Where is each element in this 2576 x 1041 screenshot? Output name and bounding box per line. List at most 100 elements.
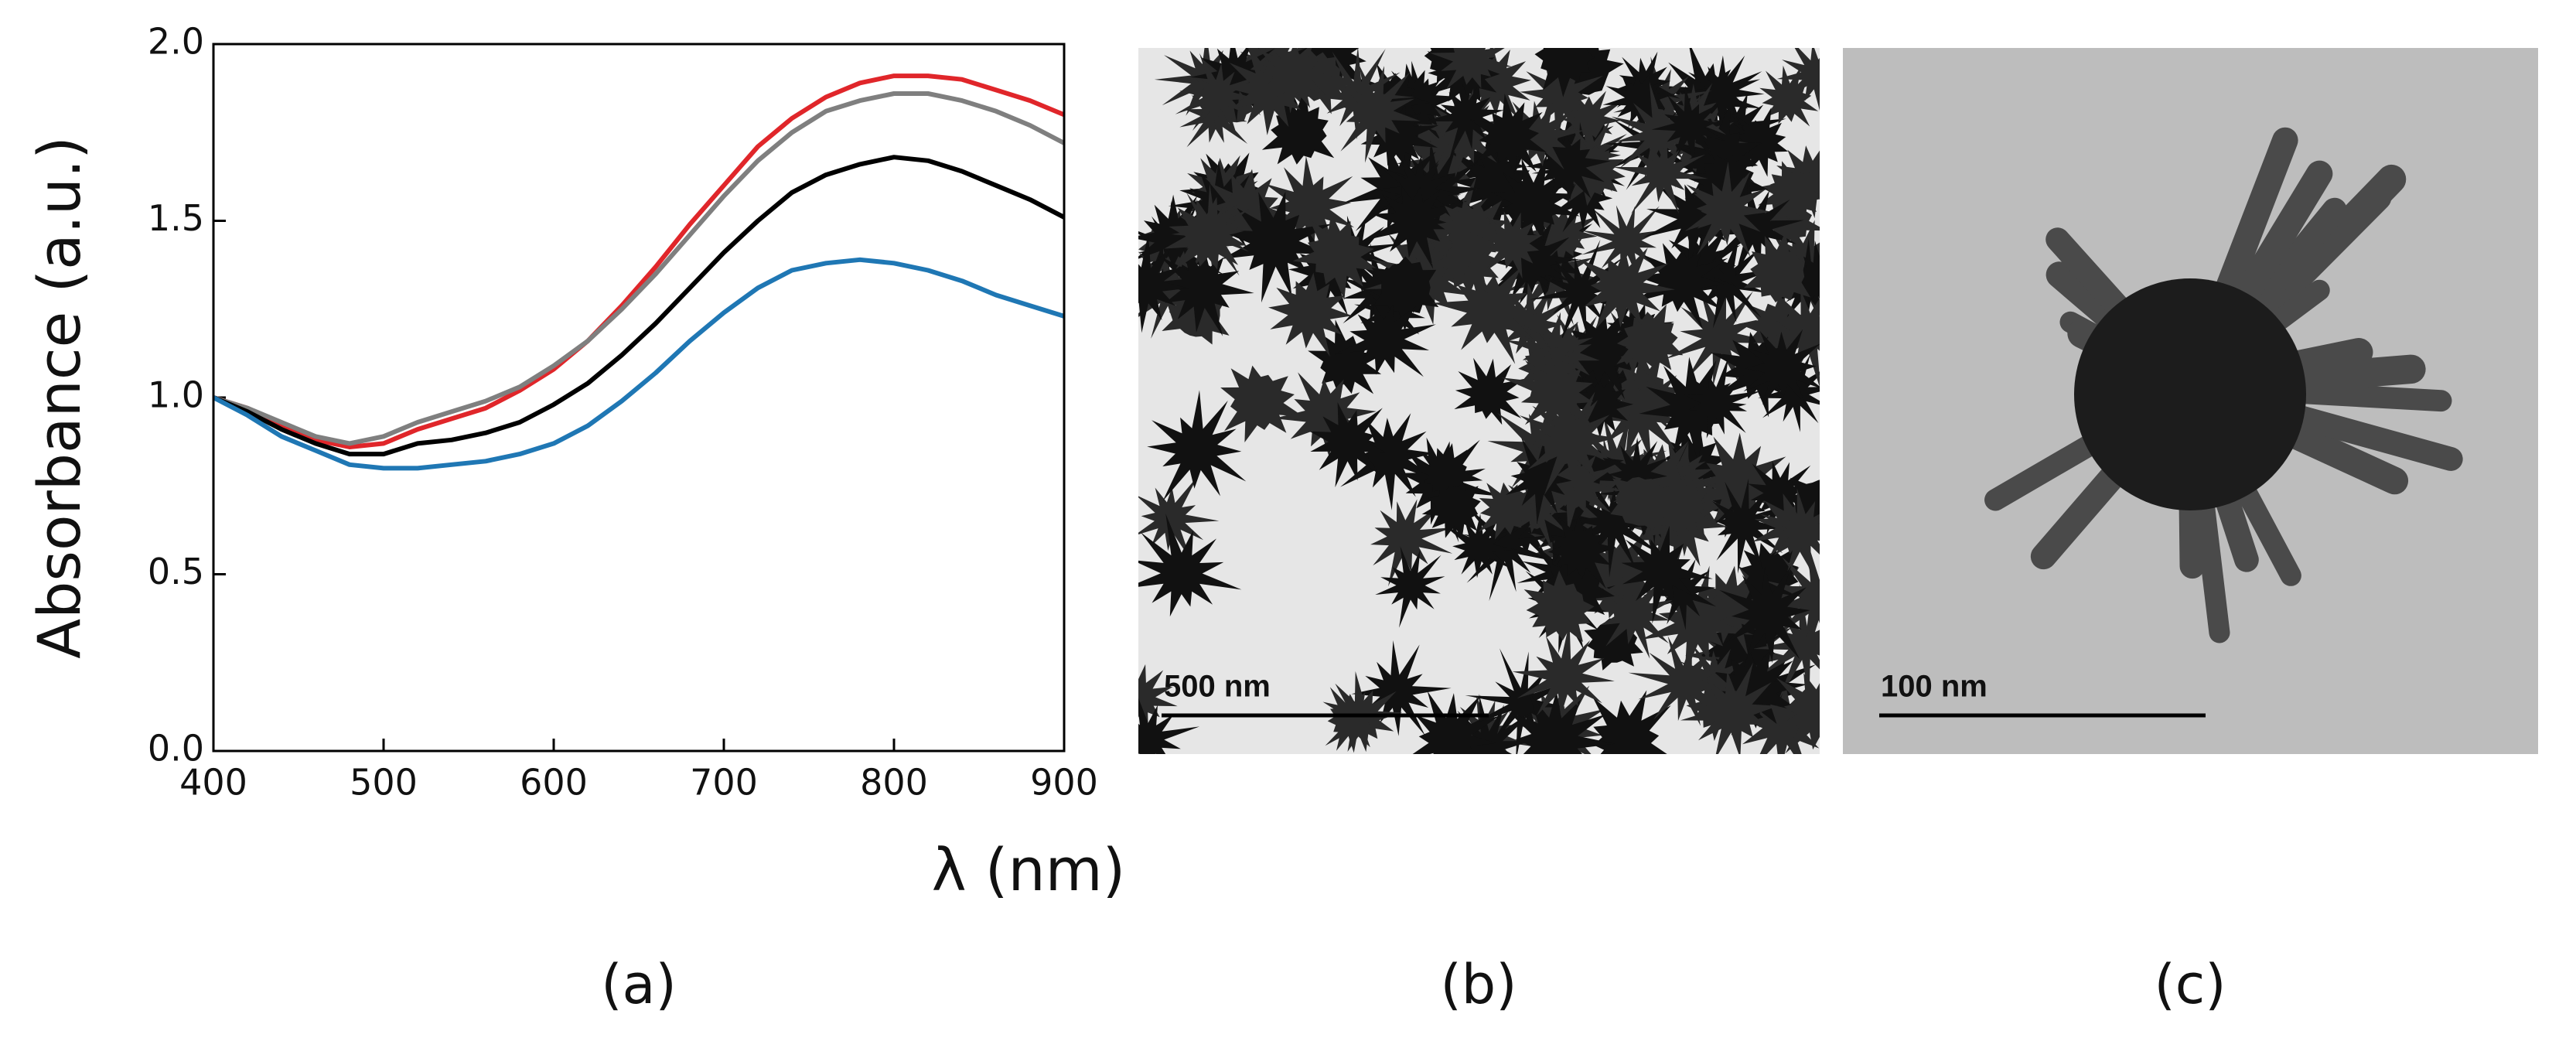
particle: [1732, 107, 1789, 177]
particle: [1581, 205, 1663, 282]
particle: [1558, 90, 1623, 157]
particle: [1452, 48, 1531, 119]
particle: [1680, 662, 1779, 754]
particle: [1644, 464, 1718, 545]
particle: [1512, 621, 1615, 716]
particle: [1308, 319, 1384, 394]
particle: [1632, 243, 1728, 329]
data-line: [212, 257, 1065, 471]
scale-bar-label: 500 nm: [1164, 670, 1271, 704]
particle: [1758, 353, 1820, 432]
particle: [1610, 476, 1669, 531]
particle: [1534, 48, 1595, 97]
particle: [1693, 432, 1790, 538]
panel-label: (b): [1440, 953, 1517, 1016]
particle: [1261, 87, 1335, 165]
particle: [1469, 211, 1543, 279]
particle: [1363, 185, 1468, 269]
y-tick-label: 0.5: [148, 551, 204, 592]
particle: [1711, 478, 1786, 574]
particle: [1444, 512, 1517, 579]
particle: [1581, 565, 1674, 659]
particle: [1775, 673, 1820, 754]
particle: [1421, 483, 1481, 538]
particle: [1757, 488, 1820, 580]
x-tick-label: 400: [179, 762, 247, 804]
particle: [1602, 73, 1676, 130]
particle: [1138, 698, 1200, 754]
particle: [1351, 640, 1452, 736]
x-axis-title: λ (nm): [932, 835, 1126, 904]
particle: [1752, 288, 1820, 387]
particle: [1547, 515, 1616, 589]
particle: [1147, 390, 1247, 502]
particle: [1463, 493, 1561, 602]
particle: [1138, 476, 1220, 561]
y-axis-title: Absorbance (a.u.): [25, 136, 94, 659]
particle: [1375, 546, 1445, 628]
particle: [1765, 540, 1820, 638]
particle: [1268, 272, 1353, 357]
particle: [1519, 382, 1616, 496]
particle: [1530, 239, 1633, 343]
tem-image-c: [1843, 48, 2538, 754]
particle: [1429, 48, 1512, 90]
particle: [1412, 691, 1500, 754]
panel-label: (a): [601, 953, 677, 1016]
particle: [1606, 437, 1670, 513]
y-tick-label: 1.0: [148, 374, 204, 416]
y-tick-label: 2.0: [148, 21, 204, 63]
particle: [1292, 213, 1381, 300]
particle: [1138, 233, 1189, 333]
particle: [1612, 139, 1708, 214]
particle: [1520, 51, 1604, 145]
particle: [1501, 338, 1595, 431]
particle: [1680, 55, 1765, 131]
particle: [1562, 370, 1634, 439]
particle: [1469, 94, 1547, 174]
x-tick-label: 800: [860, 762, 928, 804]
data-line: [213, 91, 1066, 446]
particle: [1504, 101, 1585, 170]
plot-frame: [212, 43, 1066, 753]
particle: [1675, 644, 1755, 717]
particle: [1454, 357, 1525, 425]
particle: [1526, 128, 1611, 202]
particle: [1616, 304, 1684, 370]
particle: [1628, 636, 1742, 726]
particle: [1651, 85, 1725, 166]
particle: [1523, 570, 1595, 643]
particle: [1592, 690, 1671, 754]
x-tick-label: 900: [1030, 762, 1098, 804]
particle: [1669, 559, 1789, 657]
tem-image-b: [1138, 48, 1820, 754]
particle: [1684, 357, 1762, 439]
data-line: [213, 73, 1066, 449]
particle: [1274, 372, 1377, 458]
x-tick-label: 600: [520, 762, 588, 804]
particle: [1578, 247, 1675, 330]
particle: [1558, 477, 1665, 578]
particle: [1743, 232, 1811, 303]
particle: [1334, 304, 1436, 377]
particle: [1437, 200, 1508, 275]
particle: [1138, 664, 1178, 728]
particle: [1445, 132, 1551, 242]
particle: [1220, 365, 1304, 442]
x-tick-label: 700: [690, 762, 758, 804]
particle: [1221, 48, 1316, 135]
scale-bar-label: 100 nm: [1881, 670, 1987, 704]
particle: [1509, 691, 1616, 754]
particle: [1743, 329, 1820, 405]
particle: [1424, 83, 1509, 160]
particle: [1719, 565, 1810, 664]
particle: [1482, 268, 1578, 377]
particle: [1684, 161, 1771, 258]
particle: [1157, 241, 1254, 336]
y-tick-label: 1.5: [148, 197, 204, 239]
particle: [1432, 254, 1537, 364]
particle: [1621, 525, 1713, 624]
particle: [1387, 140, 1486, 236]
particle-core: [2074, 278, 2306, 510]
particle: [1479, 482, 1541, 540]
